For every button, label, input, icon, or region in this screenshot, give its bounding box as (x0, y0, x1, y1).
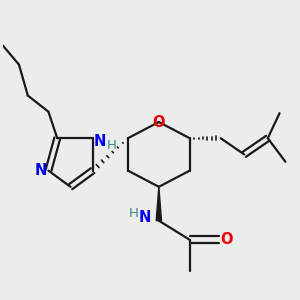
Text: N: N (139, 210, 151, 225)
Text: O: O (153, 115, 165, 130)
Text: H: H (107, 139, 117, 152)
Text: N: N (94, 134, 106, 149)
Polygon shape (156, 187, 161, 221)
Text: N: N (35, 163, 47, 178)
Text: O: O (220, 232, 233, 247)
Text: H: H (129, 207, 139, 220)
